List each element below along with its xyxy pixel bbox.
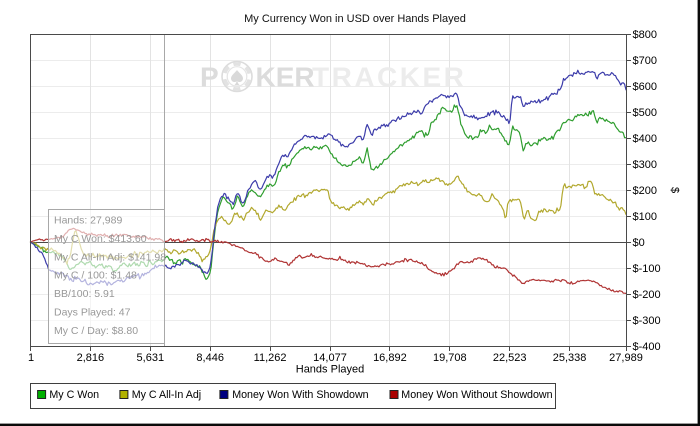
svg-text:27,989: 27,989 — [609, 352, 643, 364]
svg-text:My C All-In Adj: $141.98: My C All-In Adj: $141.98 — [54, 251, 166, 263]
svg-text:11,262: 11,262 — [254, 352, 287, 364]
svg-text:My C / Day: $8.80: My C / Day: $8.80 — [54, 325, 138, 337]
svg-text:8,446: 8,446 — [196, 352, 224, 364]
svg-text:$-300: $-300 — [633, 315, 661, 327]
svg-text:$200: $200 — [633, 185, 657, 197]
svg-text:22,523: 22,523 — [493, 352, 527, 364]
svg-text:14,077: 14,077 — [313, 352, 347, 364]
svg-text:$-200: $-200 — [633, 289, 661, 301]
svg-text:$600: $600 — [633, 81, 657, 93]
svg-text:$: $ — [669, 187, 681, 193]
svg-text:TRACKER: TRACKER — [312, 62, 466, 93]
svg-text:My C All-In Adj: My C All-In Adj — [132, 389, 202, 401]
svg-text:My C Won: $413.60: My C Won: $413.60 — [54, 233, 147, 245]
svg-text:Hands: 27,989: Hands: 27,989 — [54, 215, 122, 227]
svg-text:$400: $400 — [633, 133, 657, 145]
svg-text:19,708: 19,708 — [433, 352, 467, 364]
svg-text:My C Won: My C Won — [49, 389, 99, 401]
svg-text:Money Won With Showdown: Money Won With Showdown — [232, 389, 368, 401]
svg-text:$-100: $-100 — [633, 263, 661, 275]
svg-text:16,892: 16,892 — [373, 352, 407, 364]
svg-text:P: P — [200, 62, 219, 93]
svg-text:25,338: 25,338 — [553, 352, 587, 364]
svg-text:1: 1 — [28, 352, 34, 364]
svg-text:$700: $700 — [633, 55, 657, 67]
svg-text:$100: $100 — [633, 211, 657, 223]
svg-text:$300: $300 — [633, 159, 657, 171]
svg-text:$0: $0 — [633, 237, 645, 249]
svg-text:BB/100: 5.91: BB/100: 5.91 — [54, 288, 115, 300]
svg-text:$800: $800 — [633, 29, 657, 41]
svg-text:5,631: 5,631 — [137, 352, 165, 364]
svg-text:Days Played: 47: Days Played: 47 — [54, 307, 131, 319]
svg-text:KER: KER — [256, 62, 315, 93]
svg-text:Hands Played: Hands Played — [296, 364, 365, 376]
svg-text:Money Won Without Showdown: Money Won Without Showdown — [401, 389, 552, 401]
svg-text:2,816: 2,816 — [77, 352, 105, 364]
svg-text:$-400: $-400 — [633, 341, 661, 353]
svg-text:My Currency Won in USD over Ha: My Currency Won in USD over Hands Played — [244, 13, 466, 25]
svg-text:$500: $500 — [633, 107, 657, 119]
svg-text:My C / 100: $1.48: My C / 100: $1.48 — [54, 270, 137, 282]
